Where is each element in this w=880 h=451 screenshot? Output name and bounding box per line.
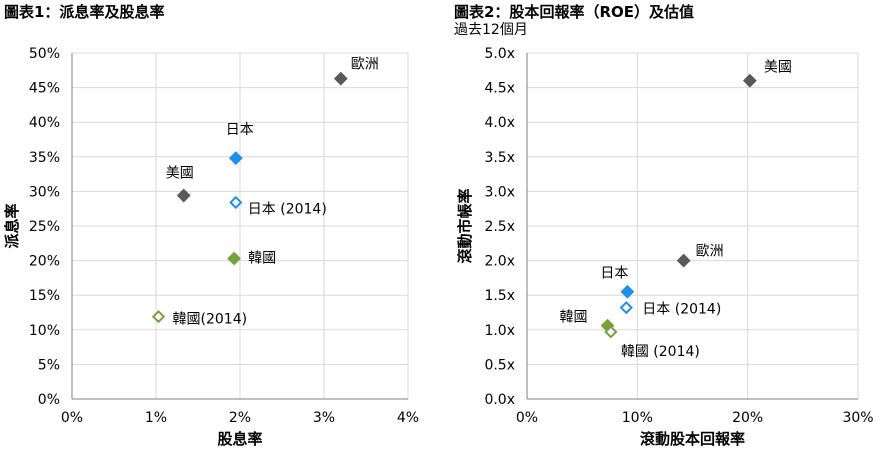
chart2-point-label: 日本 (600, 266, 628, 282)
chart1-y-tick-label: 20% (29, 254, 60, 270)
chart2-point-label: 日本 (2014) (642, 302, 721, 318)
chart2-y-tick-label: 0.5x (484, 357, 515, 373)
chart2-title: 圖表2：股本回報率（ROE）及估值 (454, 3, 694, 21)
chart1-y-tick-label: 50% (29, 46, 60, 62)
chart2-x-tick-label: 20% (732, 410, 763, 426)
chart1-y-tick-label: 15% (29, 288, 60, 304)
chart1-x-tick-label: 1% (145, 410, 167, 426)
chart1-point-marker (229, 195, 243, 210)
chart2-y-tick-label: 4.0x (484, 115, 515, 131)
chart1-y-tick-label: 0% (38, 392, 60, 408)
chart2-x-axis-title: 滾動股本回報率 (640, 430, 745, 448)
chart2-point-label: 韓國 (560, 310, 588, 326)
chart2-x-tick-label: 10% (622, 410, 653, 426)
chart1-y-tick-label: 45% (29, 81, 60, 97)
chart1-title: 圖表1：派息率及股息率 (4, 3, 165, 21)
chart1-y-tick-label: 10% (29, 323, 60, 339)
chart2-point-label: 歐洲 (696, 244, 724, 260)
chart1-x-tick-label: 2% (229, 410, 251, 426)
chart1-y-axis-title: 派息率 (3, 203, 21, 248)
chart2-y-tick-label: 1.0x (484, 323, 515, 339)
chart1-x-axis-title: 股息率 (217, 430, 262, 448)
chart1-point-marker (333, 71, 348, 86)
chart1-point-marker (151, 310, 166, 324)
chart1-x-tick-label: 3% (313, 410, 335, 426)
chart2-y-axis-title: 滾動市帳率 (456, 188, 474, 263)
chart2-y-tick-label: 5.0x (484, 46, 515, 62)
chart2-y-tick-label: 1.5x (484, 288, 515, 304)
chart1-x-tick-label: 0% (61, 410, 83, 426)
chart1-y-tick-label: 30% (29, 184, 60, 200)
chart1-point-label: 美國 (166, 166, 194, 182)
chart1-y-tick-label: 35% (29, 150, 60, 166)
chart2-y-tick-label: 2.0x (484, 254, 515, 270)
chart2-x-tick-label: 0% (516, 410, 538, 426)
chart2-y-tick-label: 3.5x (484, 150, 515, 166)
chart1-point-label: 歐洲 (351, 57, 379, 73)
chart1-y-tick-label: 5% (38, 357, 60, 373)
chart2-point-marker (619, 301, 633, 315)
chart1-point-marker (228, 151, 243, 166)
chart2-point-label: 美國 (764, 60, 792, 76)
chart2-y-tick-label: 2.5x (484, 219, 515, 235)
chart2-point-label: 韓國 (2014) (621, 344, 700, 360)
chart1-point-marker (227, 251, 242, 266)
chart1-point-label: 日本 (226, 122, 254, 138)
chart1-point-marker (176, 188, 191, 203)
chart1-point-label: 韓國 (248, 251, 276, 267)
chart2-point-marker (604, 325, 618, 339)
chart1-y-tick-label: 40% (29, 115, 60, 131)
chart1-point-label: 韓國(2014) (173, 312, 248, 328)
chart2-x-tick-label: 30% (842, 410, 873, 426)
chart2-y-tick-label: 4.5x (484, 81, 515, 97)
chart2-subtitle: 過去12個月 (454, 22, 528, 38)
chart2-y-tick-label: 3.0x (484, 184, 515, 200)
chart1-y-tick-label: 25% (29, 219, 60, 235)
chart1-x-tick-label: 4% (397, 410, 419, 426)
chart1-point-label: 日本 (2014) (248, 201, 327, 217)
chart2-point-marker (620, 284, 635, 299)
chart2-point-marker (742, 73, 757, 88)
chart2-point-marker (676, 253, 691, 268)
chart2-y-tick-label: 0.0x (484, 392, 515, 408)
